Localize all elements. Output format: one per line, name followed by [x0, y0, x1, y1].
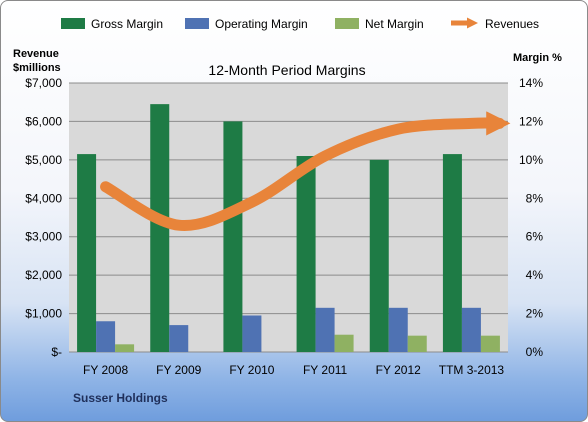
- gross-margin-bar: [442, 154, 462, 352]
- left-axis-title-line2: $millions: [13, 62, 61, 74]
- net-margin-bar: [407, 335, 427, 352]
- right-tick-label: 8%: [526, 191, 544, 205]
- operating-margin-bar: [169, 325, 189, 352]
- legend-label-operating-margin: Operating Margin: [215, 17, 308, 31]
- operating-margin-bar: [96, 321, 116, 352]
- revenue-line: [100, 111, 511, 231]
- category-label: FY 2008: [83, 363, 128, 377]
- operating-margin-bar: [315, 307, 335, 352]
- right-tick-label: 10%: [519, 153, 543, 167]
- right-tick-label: 2%: [526, 307, 544, 321]
- legend-label-net-margin: Net Margin: [365, 17, 424, 31]
- right-tick-label: 14%: [519, 76, 543, 90]
- net-margin-bar: [334, 334, 354, 352]
- category-label: FY 2010: [229, 363, 274, 377]
- left-tick-label: $5,000: [25, 153, 62, 167]
- gross-margin-bar: [296, 156, 316, 352]
- left-tick-label: $7,000: [25, 76, 62, 90]
- bars: [77, 104, 500, 352]
- legend-swatch-gross-margin: [61, 18, 85, 29]
- category-label: FY 2012: [376, 363, 421, 377]
- left-tick-label: $-: [51, 345, 62, 359]
- net-margin-bar: [480, 335, 500, 352]
- operating-margin-bar: [461, 307, 481, 352]
- category-label: FY 2009: [156, 363, 201, 377]
- left-tick-label: $4,000: [25, 191, 62, 205]
- category-labels: FY 2008 FY 2009 FY 2010 FY 2011 FY 2012 TTM 3…: [83, 363, 504, 377]
- left-axis-ticks: $- $1,000 $2,000 $3,000 $4,000 $5,000 $6,000 $7…: [25, 76, 62, 359]
- chart-title: 12-Month Period Margins: [208, 62, 365, 78]
- left-axis-title-line1: Revenue: [13, 48, 59, 60]
- right-tick-label: 4%: [526, 268, 544, 282]
- left-tick-label: $2,000: [25, 268, 62, 282]
- category-label: FY 2011: [303, 363, 348, 377]
- legend-label-revenues: Revenues: [485, 17, 539, 31]
- left-tick-label: $1,000: [25, 307, 62, 321]
- right-tick-label: 0%: [526, 345, 544, 359]
- revenue-line-group: [100, 111, 511, 231]
- category-label: TTM 3-2013: [439, 363, 505, 377]
- net-margin-bar: [115, 344, 135, 352]
- legend: Gross Margin Operating Margin Net Margin…: [61, 17, 539, 31]
- operating-margin-bar: [388, 307, 408, 352]
- right-axis-ticks: 0% 2% 4% 6% 8% 10% 12% 14%: [519, 76, 543, 359]
- left-tick-label: $6,000: [25, 114, 62, 128]
- legend-swatch-operating-margin: [185, 18, 209, 29]
- left-tick-label: $3,000: [25, 230, 62, 244]
- gross-margin-bar: [223, 121, 243, 352]
- gross-margin-bar: [77, 154, 97, 352]
- right-axis-title: Margin %: [513, 52, 562, 64]
- gross-margin-bar: [369, 159, 389, 352]
- right-tick-label: 6%: [526, 230, 544, 244]
- company-label: Susser Holdings: [73, 391, 168, 405]
- legend-swatch-net-margin: [335, 18, 359, 29]
- operating-margin-bar: [242, 315, 262, 352]
- gross-margin-bar: [150, 104, 170, 352]
- legend-label-gross-margin: Gross Margin: [91, 17, 163, 31]
- right-tick-label: 12%: [519, 114, 543, 128]
